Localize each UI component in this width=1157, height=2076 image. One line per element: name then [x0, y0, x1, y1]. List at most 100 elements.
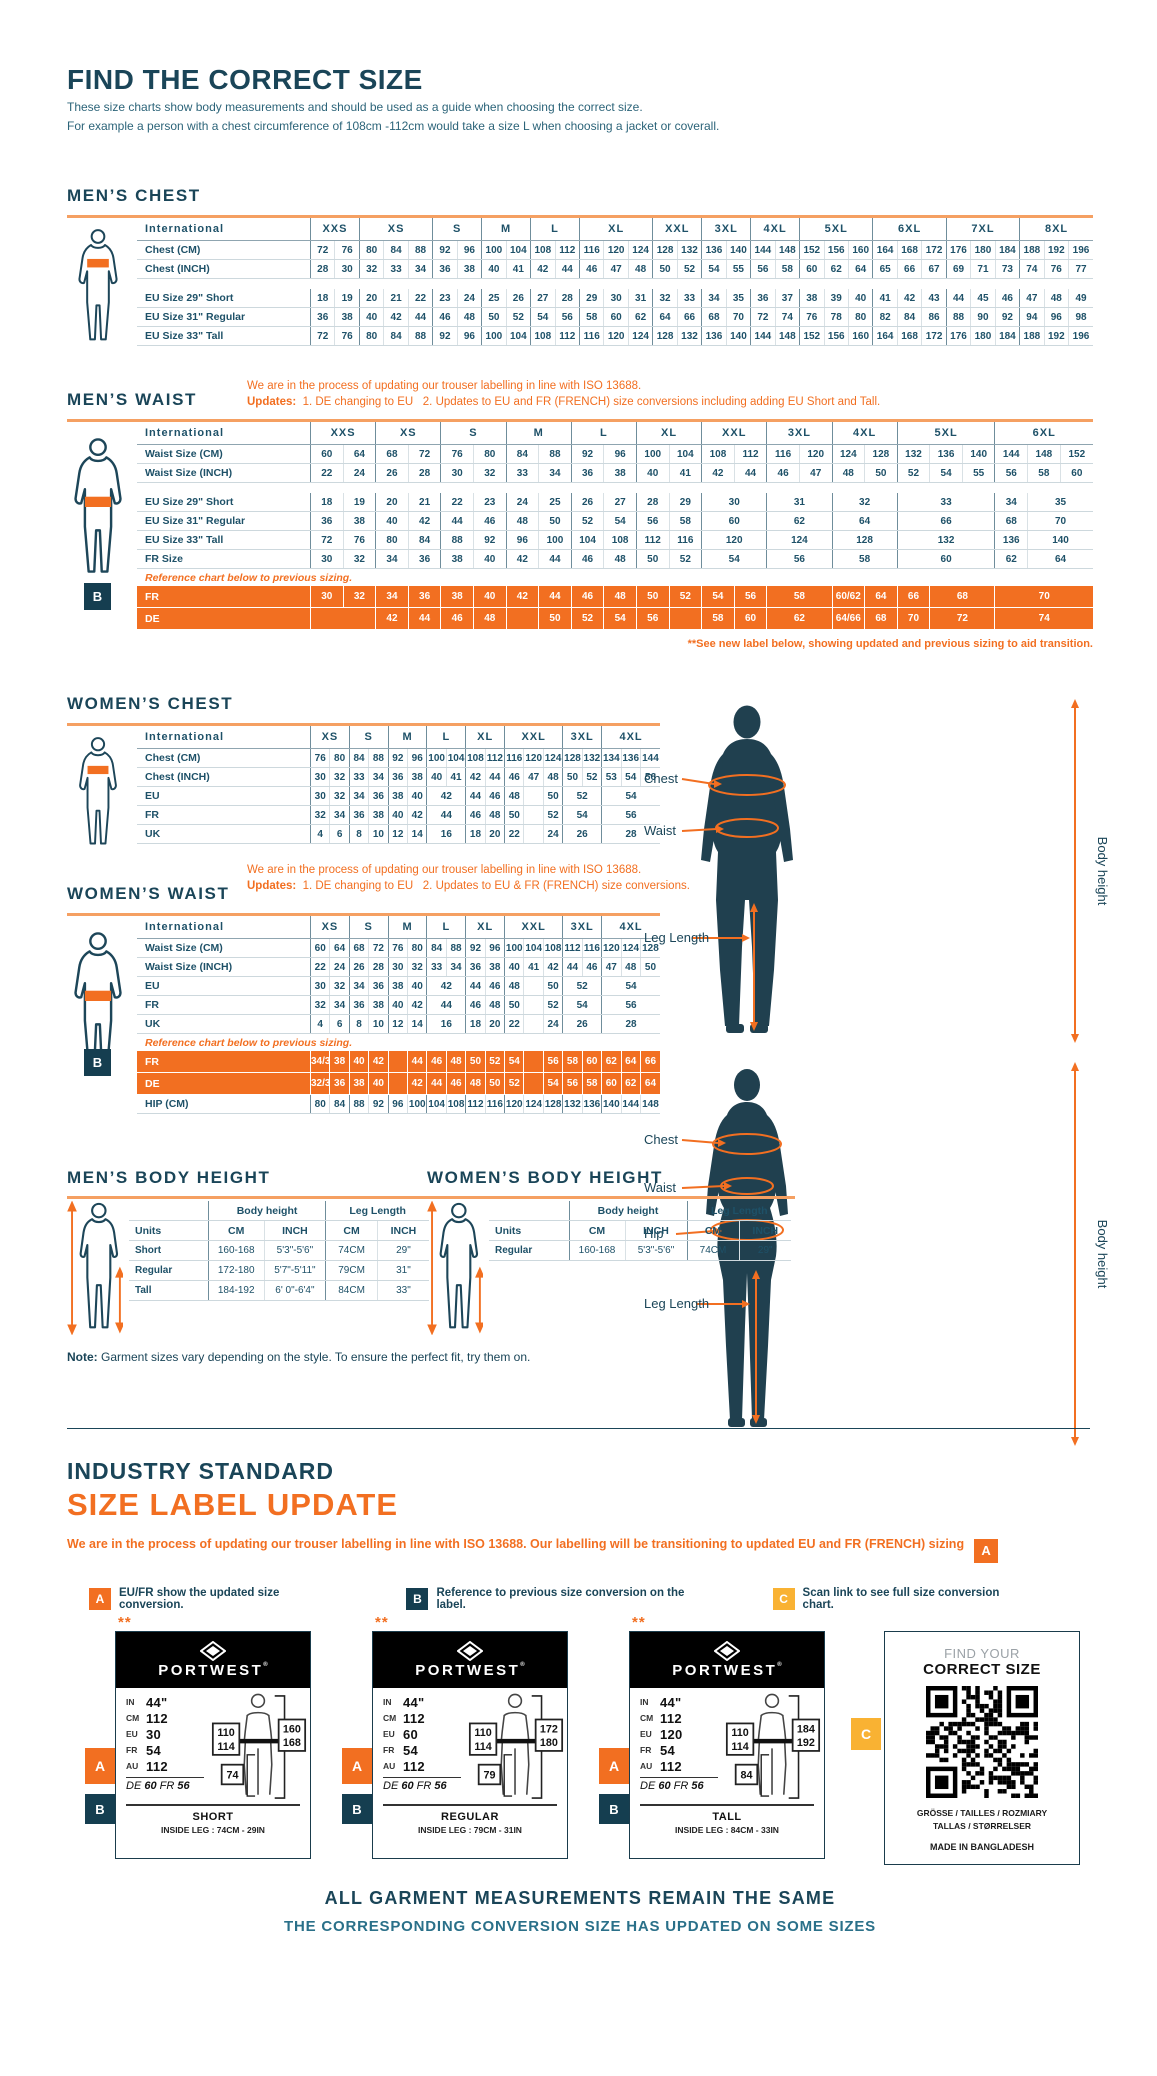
body-figure-icon: [78, 229, 118, 341]
rect: [975, 1694, 980, 1700]
size-cell: 72: [309, 240, 335, 260]
rect: [957, 1739, 962, 1745]
span: ®: [777, 1662, 782, 1668]
size-cell: 54: [929, 463, 963, 483]
path: [439, 1218, 479, 1329]
size-cell: [523, 976, 544, 996]
size-cell: 31: [627, 289, 653, 308]
fit-name: REGULAR: [441, 1811, 499, 1823]
rect: [966, 1721, 971, 1727]
ellipse: [733, 705, 761, 739]
male-figure-diagram: Chest Waist Leg Length Body height: [644, 699, 1110, 1043]
size-cell: 67: [921, 259, 947, 279]
size-cell: [523, 824, 544, 844]
womens-waist-note: We are in the process of updating our tr…: [247, 862, 807, 894]
row-label: Chest (CM): [137, 748, 311, 768]
size-cell: 34: [329, 805, 350, 825]
size-cell: 40: [407, 786, 427, 806]
rect: [1024, 1739, 1030, 1745]
size-cell: 38: [334, 307, 360, 327]
table-header-row: International XXS XS S M L XL XXL 3XL 4XL 5XL 6XL 7X…: [137, 218, 1093, 241]
size-cell: 40: [407, 976, 427, 996]
badge-c-icon: C: [851, 1718, 881, 1750]
size-cell: 33: [676, 289, 702, 308]
size-cell: 32: [309, 995, 330, 1015]
rect: [1011, 1793, 1016, 1798]
rect: [993, 1748, 998, 1754]
size-cell: 34: [348, 786, 369, 806]
size-cell: 24: [342, 463, 376, 483]
text: Waist: [644, 823, 676, 838]
rect: [930, 1753, 935, 1758]
table-row: Waist Size (INCH) 22 24 26 28 30 32 33 34 36 38 40 4…: [137, 463, 1093, 483]
rect: [934, 1726, 940, 1731]
transition-footnote: **See new label below, showing updated a…: [687, 638, 1093, 650]
rect: [966, 1784, 971, 1790]
size-cell: 112: [554, 326, 580, 346]
size-cell: 44: [440, 511, 474, 531]
size-cell: 64: [831, 511, 898, 531]
size-cell: 6' 0"-6'4": [263, 1280, 326, 1301]
rect: [1020, 1721, 1025, 1727]
size-cell: 128: [831, 530, 898, 550]
rect: [957, 1748, 962, 1754]
rect: [988, 1708, 994, 1713]
rect: [970, 1762, 976, 1767]
rect: [734, 1763, 759, 1786]
size-cell: 5'3"-5'6": [624, 1240, 687, 1261]
size-cell: 100: [407, 1094, 427, 1114]
size-cell: 40: [426, 767, 447, 787]
row-label: EU Size 31" Regular: [137, 307, 311, 327]
size-cell: 44: [484, 767, 505, 787]
rect: [1029, 1735, 1034, 1740]
industry-paragraph: We are in the process of updating our tr…: [67, 1537, 1093, 1563]
size-cell: 128: [652, 326, 678, 346]
size-column-header: M: [387, 726, 427, 749]
industry-kicker: INDUSTRY STANDARD: [67, 1458, 335, 1484]
rect: [1015, 1730, 1021, 1736]
size-cell: 50: [538, 607, 572, 630]
size-cell: 60: [896, 549, 995, 569]
rect: [1002, 1789, 1007, 1794]
size-cell: 128: [639, 938, 660, 958]
size-cell: 54: [701, 259, 727, 279]
size-cell: 62: [823, 259, 849, 279]
size-cell: 41: [445, 767, 466, 787]
rect: [1024, 1735, 1030, 1740]
rect: [1006, 1757, 1012, 1763]
label-footer: TALL INSIDE LEG : 84CM - 33IN: [640, 1804, 814, 1835]
size-cell: 64: [847, 259, 873, 279]
size-cell: 38: [440, 586, 474, 608]
size-cell: 84: [426, 938, 447, 958]
size-cell: 42: [530, 259, 556, 279]
badge-legend: A EU/FR show the updated size conversion.…: [67, 1587, 1093, 1611]
size-cell: 50: [864, 463, 898, 483]
rect: [975, 1744, 980, 1749]
rect: [988, 1780, 994, 1785]
size-cell: 48: [484, 995, 505, 1015]
rect: [791, 1718, 821, 1752]
rect: [997, 1775, 1003, 1781]
size-value: 112: [146, 1758, 168, 1774]
size-column-header: 5XL: [799, 218, 873, 241]
rect: [1020, 1775, 1025, 1781]
size-cell: 48: [627, 259, 653, 279]
size-value: 30: [146, 1726, 162, 1742]
size-cell: 44: [407, 307, 433, 327]
b: 56: [691, 1780, 704, 1792]
size-cell: [505, 607, 539, 630]
size-cell: 49: [1068, 289, 1093, 308]
rect: [534, 1718, 564, 1752]
row-label: Waist Size (CM): [137, 444, 311, 464]
text: 192: [797, 1737, 815, 1749]
size-cell: 30: [309, 786, 330, 806]
size-column-header: 3XL: [562, 726, 602, 749]
rect: [1006, 1726, 1012, 1731]
size-cell: 32: [358, 259, 384, 279]
womens-chest-section: WOMEN’S CHEST International XS S M L XL XXL 3XL…: [67, 694, 660, 845]
polygon: [742, 934, 750, 942]
column-header-international: International: [137, 916, 311, 939]
size-cell: 40: [635, 463, 670, 483]
size-cell: 52: [581, 767, 602, 787]
path: [717, 1102, 777, 1420]
